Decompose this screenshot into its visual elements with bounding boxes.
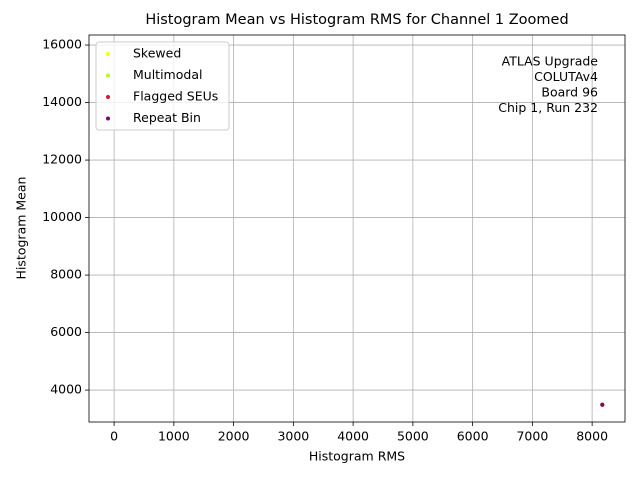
annotation: Chip 1, Run 232 [498, 100, 598, 115]
x-tick-label: 0 [110, 429, 118, 444]
annotation: ATLAS Upgrade [502, 54, 599, 69]
y-tick-label: 10000 [42, 209, 82, 224]
x-tick-label: 8000 [576, 429, 608, 444]
legend-marker [106, 52, 110, 56]
annotation: COLUTAv4 [534, 69, 598, 84]
x-tick-label: 3000 [277, 429, 309, 444]
x-tick-label: 5000 [397, 429, 429, 444]
y-axis-label: Histogram Mean [14, 177, 29, 280]
x-tick-label: 1000 [158, 429, 190, 444]
legend-label: Repeat Bin [133, 110, 201, 125]
x-tick-label: 4000 [337, 429, 369, 444]
x-tick-label: 7000 [516, 429, 548, 444]
legend-marker [106, 95, 110, 99]
legend-label: Skewed [133, 46, 181, 61]
x-tick-label: 6000 [457, 429, 489, 444]
y-tick-label: 4000 [50, 382, 82, 397]
chart-title: Histogram Mean vs Histogram RMS for Chan… [145, 12, 568, 28]
legend-label: Multimodal [133, 67, 202, 82]
legend-frame [95, 41, 230, 131]
y-tick-label: 14000 [42, 94, 82, 109]
x-tick-label: 2000 [218, 429, 250, 444]
x-axis-label: Histogram RMS [309, 449, 405, 464]
y-tick-label: 6000 [50, 324, 82, 339]
legend-marker [106, 116, 110, 121]
annotation: Board 96 [541, 85, 598, 100]
plot-frame [88, 34, 626, 423]
y-tick-label: 12000 [42, 152, 82, 167]
legend-label: Flagged SEUs [133, 89, 218, 104]
legend-marker [106, 73, 110, 78]
y-tick-label: 8000 [50, 267, 82, 282]
point [600, 402, 605, 407]
y-tick-label: 16000 [42, 37, 82, 52]
